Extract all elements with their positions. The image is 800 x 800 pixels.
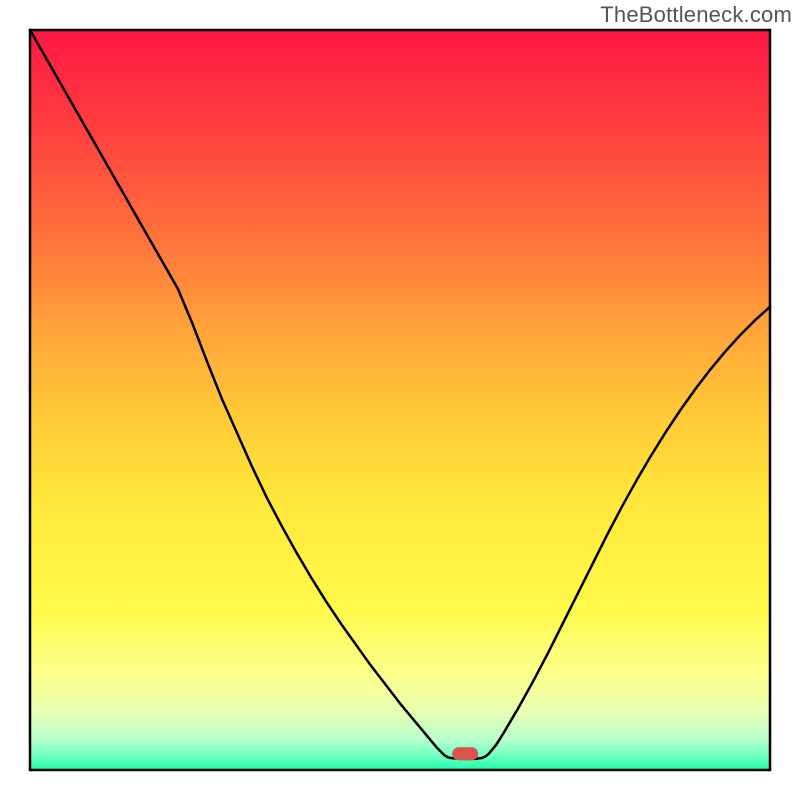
bottleneck-chart [0, 0, 800, 800]
chart-container: TheBottleneck.com [0, 0, 800, 800]
optimal-marker [452, 747, 478, 760]
watermark-text: TheBottleneck.com [600, 2, 792, 28]
plot-background [30, 30, 770, 770]
